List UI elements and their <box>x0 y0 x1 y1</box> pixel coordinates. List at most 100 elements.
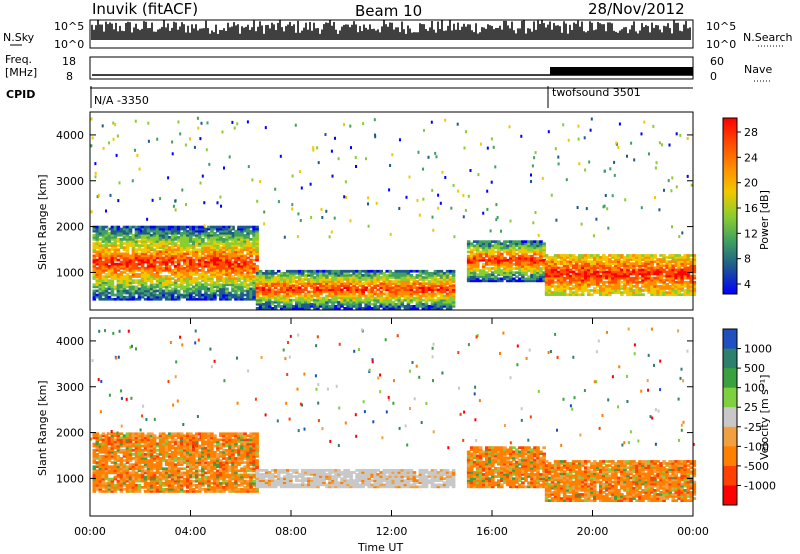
heat-cell <box>491 248 495 252</box>
heat-cell <box>267 286 272 290</box>
heat-cell <box>424 288 429 292</box>
heat-cell <box>119 297 124 301</box>
heat-cell <box>668 264 672 268</box>
heat-cell <box>547 287 552 290</box>
heat-cell <box>620 274 624 278</box>
heat-cell <box>128 291 133 295</box>
heat-cell <box>304 296 308 300</box>
heat-cell <box>219 297 223 301</box>
heat-cell <box>683 270 688 274</box>
heat-cell <box>198 244 202 247</box>
heat-cell <box>536 273 540 276</box>
heat-cell <box>568 289 573 292</box>
heat-cell <box>397 290 402 294</box>
heat-cell <box>629 270 633 274</box>
heat-cell <box>521 242 525 246</box>
heat-cell <box>143 246 148 249</box>
heat-cell <box>137 252 142 256</box>
heat-cell <box>509 279 513 283</box>
heat-cell <box>626 280 630 284</box>
heat-cell <box>623 287 627 290</box>
heat-cell <box>207 287 211 291</box>
heat-cell <box>491 240 495 243</box>
heat-cell <box>565 272 570 276</box>
heat-cell <box>125 238 130 241</box>
heat-cell <box>539 279 543 283</box>
heat-cell <box>243 275 247 278</box>
heat-cell <box>286 278 290 281</box>
heat-cell <box>533 250 537 254</box>
heat-cell <box>391 305 396 308</box>
heat-cell <box>243 244 247 247</box>
heat-cell <box>584 262 588 265</box>
heat-cell <box>237 295 241 299</box>
heat-cell <box>98 266 103 270</box>
heat-cell <box>104 450 109 454</box>
heat-cell <box>580 256 585 259</box>
heat-cell <box>173 283 178 287</box>
heat-cell <box>445 298 450 302</box>
heat-cell <box>388 300 393 304</box>
heat-cell <box>101 250 106 254</box>
heat-cell <box>580 272 585 276</box>
heat-cell <box>107 248 112 252</box>
heat-cell <box>668 289 672 292</box>
heat-cell <box>683 260 688 263</box>
heat-cell <box>340 305 344 308</box>
heat-cell <box>176 293 181 297</box>
heat-cell <box>140 256 145 260</box>
heat-cell <box>98 291 103 295</box>
heat-cell <box>653 293 657 296</box>
heat-cell <box>179 269 184 272</box>
heat-cell <box>173 256 178 260</box>
heat-cell <box>158 266 163 270</box>
heat-cell <box>427 298 432 302</box>
heat-cell <box>95 469 100 473</box>
heat-cell <box>92 285 97 289</box>
heat-cell <box>544 283 549 286</box>
heat-cell <box>536 277 540 281</box>
heat-cell <box>219 254 223 258</box>
heat-cell <box>92 488 97 491</box>
heat-cell <box>201 295 205 299</box>
heat-cell <box>237 256 241 260</box>
heat-cell <box>442 284 447 287</box>
heat-cell <box>161 252 166 256</box>
heat-cell <box>577 264 582 268</box>
heat-speck <box>537 233 540 237</box>
heat-cell <box>270 302 275 306</box>
heat-cell <box>421 282 426 285</box>
heat-cell <box>92 236 97 239</box>
heat-cell <box>668 270 672 274</box>
heat-cell <box>176 256 181 260</box>
heat-cell <box>164 227 169 231</box>
heat-cell <box>647 270 651 274</box>
heat-cell <box>301 282 305 285</box>
heat-cell <box>173 260 178 264</box>
heat-speck <box>174 199 177 203</box>
heat-cell <box>237 258 241 262</box>
heat-cell <box>674 272 678 276</box>
heat-cell <box>167 252 172 256</box>
heat-cell <box>686 280 691 284</box>
heat-cell <box>689 262 694 265</box>
heat-cell <box>176 240 181 243</box>
heat-cell <box>385 276 390 279</box>
heat-cell <box>542 258 546 262</box>
heat-cell <box>255 280 260 283</box>
heat-cell <box>559 254 564 257</box>
heat-cell <box>358 290 362 294</box>
heat-cell <box>571 264 576 268</box>
heat-cell <box>301 274 305 277</box>
heat-cell <box>213 289 217 293</box>
heat-cell <box>391 286 396 290</box>
heat-cell <box>116 229 121 233</box>
heat-cell <box>173 238 178 241</box>
heat-cell <box>104 289 109 293</box>
heat-cell <box>584 280 588 284</box>
heat-cell <box>110 246 115 249</box>
heat-cell <box>101 475 106 479</box>
heat-cell <box>213 283 217 287</box>
heat-speck <box>607 226 610 230</box>
